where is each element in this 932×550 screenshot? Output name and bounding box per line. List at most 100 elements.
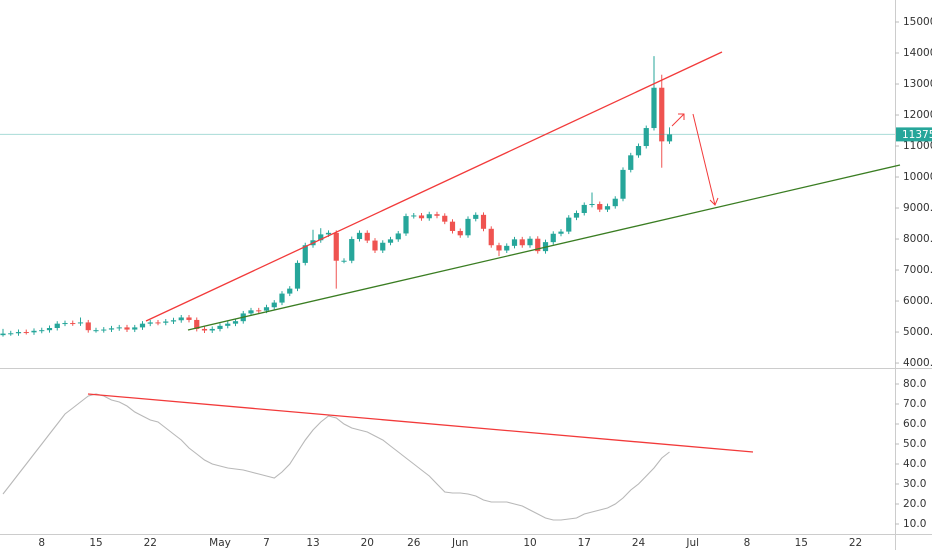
oscillator-pane: 10.0 20.0 30.0 40.0 50.0 60.0 70.0 80.0: [2, 378, 926, 530]
x-tick-label: Jul: [685, 537, 699, 549]
candle-body: [349, 239, 355, 261]
candle-body: [643, 128, 649, 147]
candle-body: [279, 293, 285, 303]
support-trendline: [187, 164, 901, 331]
candle-body: [70, 323, 76, 325]
price-pane: 4000.0 5000.0 6000.0 7000.0 8000.0 9000.0 1000…: [0, 16, 932, 369]
y-tick-label: 15000.0: [903, 16, 932, 28]
candle-body: [294, 262, 301, 289]
x-tick-label: 15: [89, 537, 102, 549]
candle-body: [372, 240, 378, 251]
y-tick-label: 4000.0: [903, 357, 932, 369]
candle-body: [256, 310, 262, 312]
y-tick-label: 80.0: [903, 378, 926, 390]
candle-body: [341, 260, 347, 262]
last-price-label: 11375.0: [902, 129, 932, 141]
x-tick-label: 22: [849, 537, 862, 549]
y-tick-label: 13000.0: [903, 78, 932, 90]
arrow-down: [692, 113, 716, 206]
candle-body: [527, 238, 533, 246]
candle-body: [147, 322, 153, 324]
y-tick-label: 14000.0: [903, 47, 932, 59]
candle-body: [597, 203, 603, 210]
candle-body: [31, 330, 37, 333]
candle-body: [604, 206, 611, 210]
candle-body: [573, 212, 580, 218]
candle-body: [8, 333, 14, 335]
x-tick-label: 20: [361, 537, 374, 549]
candle-body: [0, 333, 6, 336]
candle-body: [457, 230, 463, 236]
x-tick-label: 26: [407, 537, 421, 549]
candle-body: [39, 330, 45, 332]
candle-body: [248, 310, 254, 314]
y-tick-label: 7000.0: [903, 264, 932, 276]
candle-body: [163, 321, 169, 323]
y-tick-label: 5000.0: [903, 326, 932, 338]
candle-body: [124, 327, 130, 330]
y-tick-label: 60.0: [903, 418, 926, 430]
candle-body: [232, 321, 239, 324]
candle-body: [333, 232, 339, 261]
candle-body: [54, 323, 60, 329]
candle-body: [209, 328, 215, 331]
candle-body: [364, 232, 370, 241]
candle-body: [395, 233, 401, 240]
x-tick-label: May: [209, 537, 231, 549]
y-tick-label: 8000.0: [903, 233, 932, 245]
candle-body: [519, 239, 525, 246]
y-tick-label: 20.0: [903, 498, 926, 510]
candle-body: [302, 245, 308, 263]
candle-body: [77, 322, 84, 324]
candle-body: [201, 328, 208, 331]
candle-body: [217, 325, 223, 329]
x-tick-label: 8: [744, 537, 751, 549]
y-tick-label: 12000.0: [903, 109, 932, 121]
drawings: [87, 51, 901, 453]
y-tick-label: 11000.0: [903, 140, 932, 152]
arrow-up-head: [678, 113, 685, 120]
candle-body: [442, 215, 448, 222]
candle-body: [263, 307, 270, 311]
candle-body: [511, 239, 518, 246]
candle-body: [101, 329, 107, 331]
candle-body: [186, 317, 192, 320]
candle-body: [116, 327, 122, 329]
candle-body: [271, 302, 277, 308]
x-tick-label: 8: [38, 537, 45, 549]
candle-body: [325, 232, 332, 235]
candle-body: [612, 198, 618, 207]
x-tick-label: 13: [306, 537, 319, 549]
candle-body: [558, 231, 564, 234]
resistance-trendline: [145, 51, 723, 322]
candle-body: [488, 228, 494, 246]
candle-body: [139, 323, 146, 328]
candle-body: [411, 215, 417, 217]
y-tick-label: 10000.0: [903, 171, 932, 183]
candle-body: [465, 218, 471, 236]
candle-body: [170, 320, 177, 322]
candle-body: [403, 216, 409, 234]
candle-body: [225, 323, 231, 326]
x-tick-label: 15: [795, 537, 808, 549]
candle-body: [480, 214, 487, 229]
candle-body: [651, 87, 657, 129]
candle-body: [318, 234, 324, 241]
candle-body: [380, 242, 386, 251]
candle-body: [504, 245, 510, 251]
candle-body: [581, 204, 587, 213]
candle-body: [418, 215, 425, 219]
arrow-down-head: [709, 197, 719, 206]
candle-body: [356, 232, 363, 240]
candle-body: [666, 134, 673, 142]
x-tick-label: 17: [578, 537, 591, 549]
candle-body: [535, 238, 541, 252]
candle-body: [178, 317, 184, 321]
candle-body: [426, 214, 432, 219]
y-tick-label: 70.0: [903, 398, 926, 410]
candle-body: [108, 328, 115, 330]
candle-body: [23, 332, 29, 334]
candle-body: [93, 330, 99, 332]
candle-body: [15, 332, 22, 334]
candle-body: [449, 221, 456, 231]
